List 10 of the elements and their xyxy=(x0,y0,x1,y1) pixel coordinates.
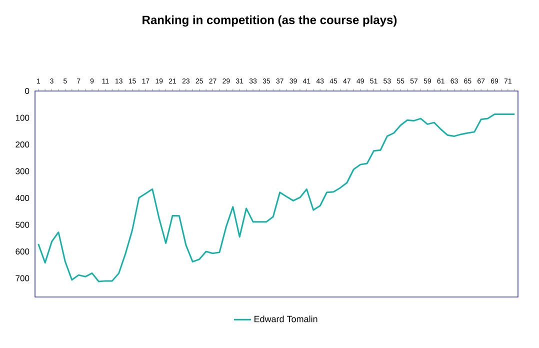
y-tick-label: 700 xyxy=(16,275,30,282)
y-tick-label: 600 xyxy=(16,248,30,255)
y-tick-label: 500 xyxy=(16,222,30,228)
chart-title: Ranking in competition (as the course plays) xyxy=(142,15,397,27)
y-tick-label: 200 xyxy=(16,142,30,148)
legend-label: Edward Tomalin xyxy=(254,316,318,322)
y-tick-label: 0 xyxy=(25,88,30,94)
y-tick-label: 400 xyxy=(15,195,30,202)
y-tick-label: 300 xyxy=(16,168,30,174)
y-tick-label: 100 xyxy=(16,114,30,121)
